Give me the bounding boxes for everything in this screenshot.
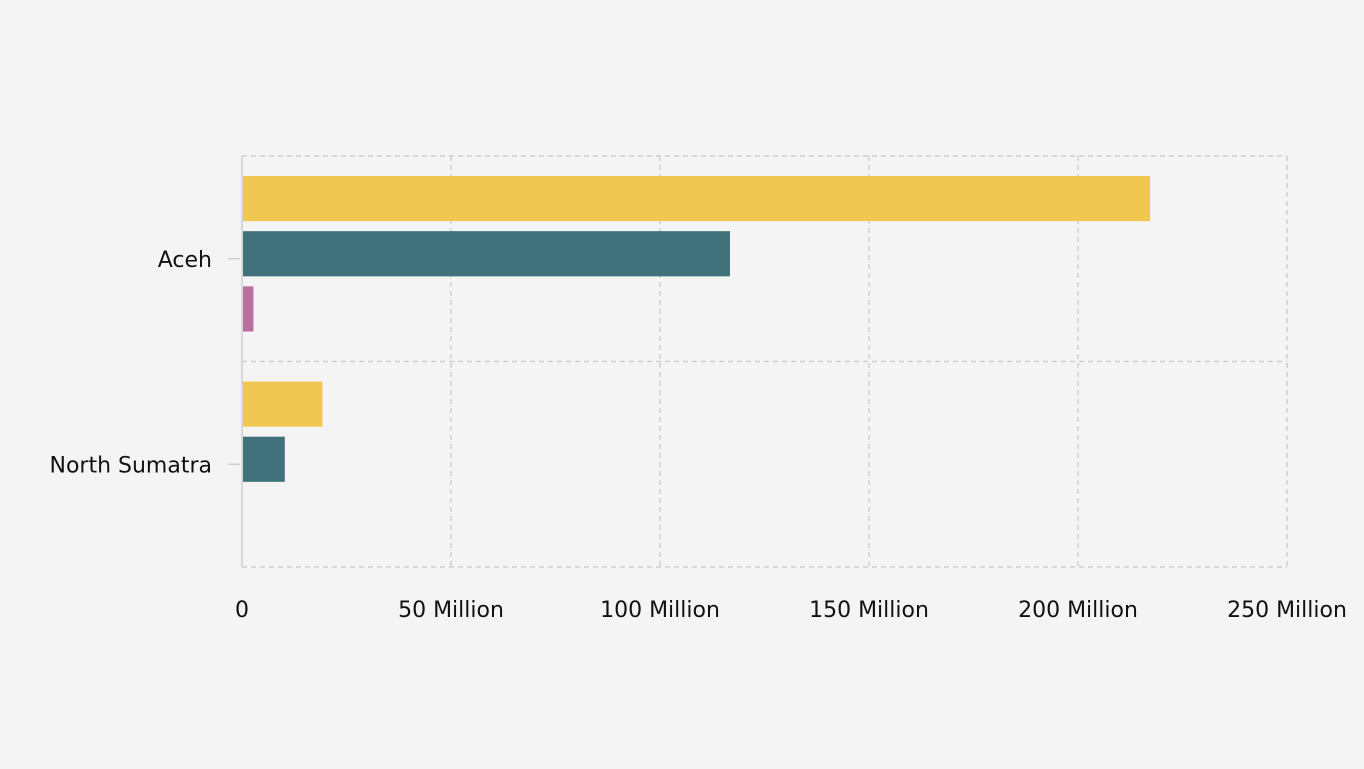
bars-layer (243, 176, 1151, 482)
bar-2-aceh (243, 231, 730, 277)
x-tick-label: 100 Million (600, 598, 720, 623)
bar-1-aceh (243, 176, 1151, 222)
x-tick-label: 0 (235, 598, 249, 623)
y-category-label: Aceh (158, 248, 212, 273)
bar-1-north-sumatra (243, 381, 323, 427)
x-tick-label: 200 Million (1018, 598, 1138, 623)
x-tick-label: 250 Million (1227, 598, 1347, 623)
x-tick-label: 50 Million (398, 598, 504, 623)
x-tick-label: 150 Million (809, 598, 929, 623)
bar-2-north-sumatra (243, 436, 285, 482)
bar-3-aceh (243, 286, 254, 332)
axes-layer: 0 50 Million 100 Million 150 Million 200 Mil… (50, 156, 1347, 623)
grid-layer (242, 155, 1288, 568)
y-category-label: North Sumatra (50, 453, 213, 478)
